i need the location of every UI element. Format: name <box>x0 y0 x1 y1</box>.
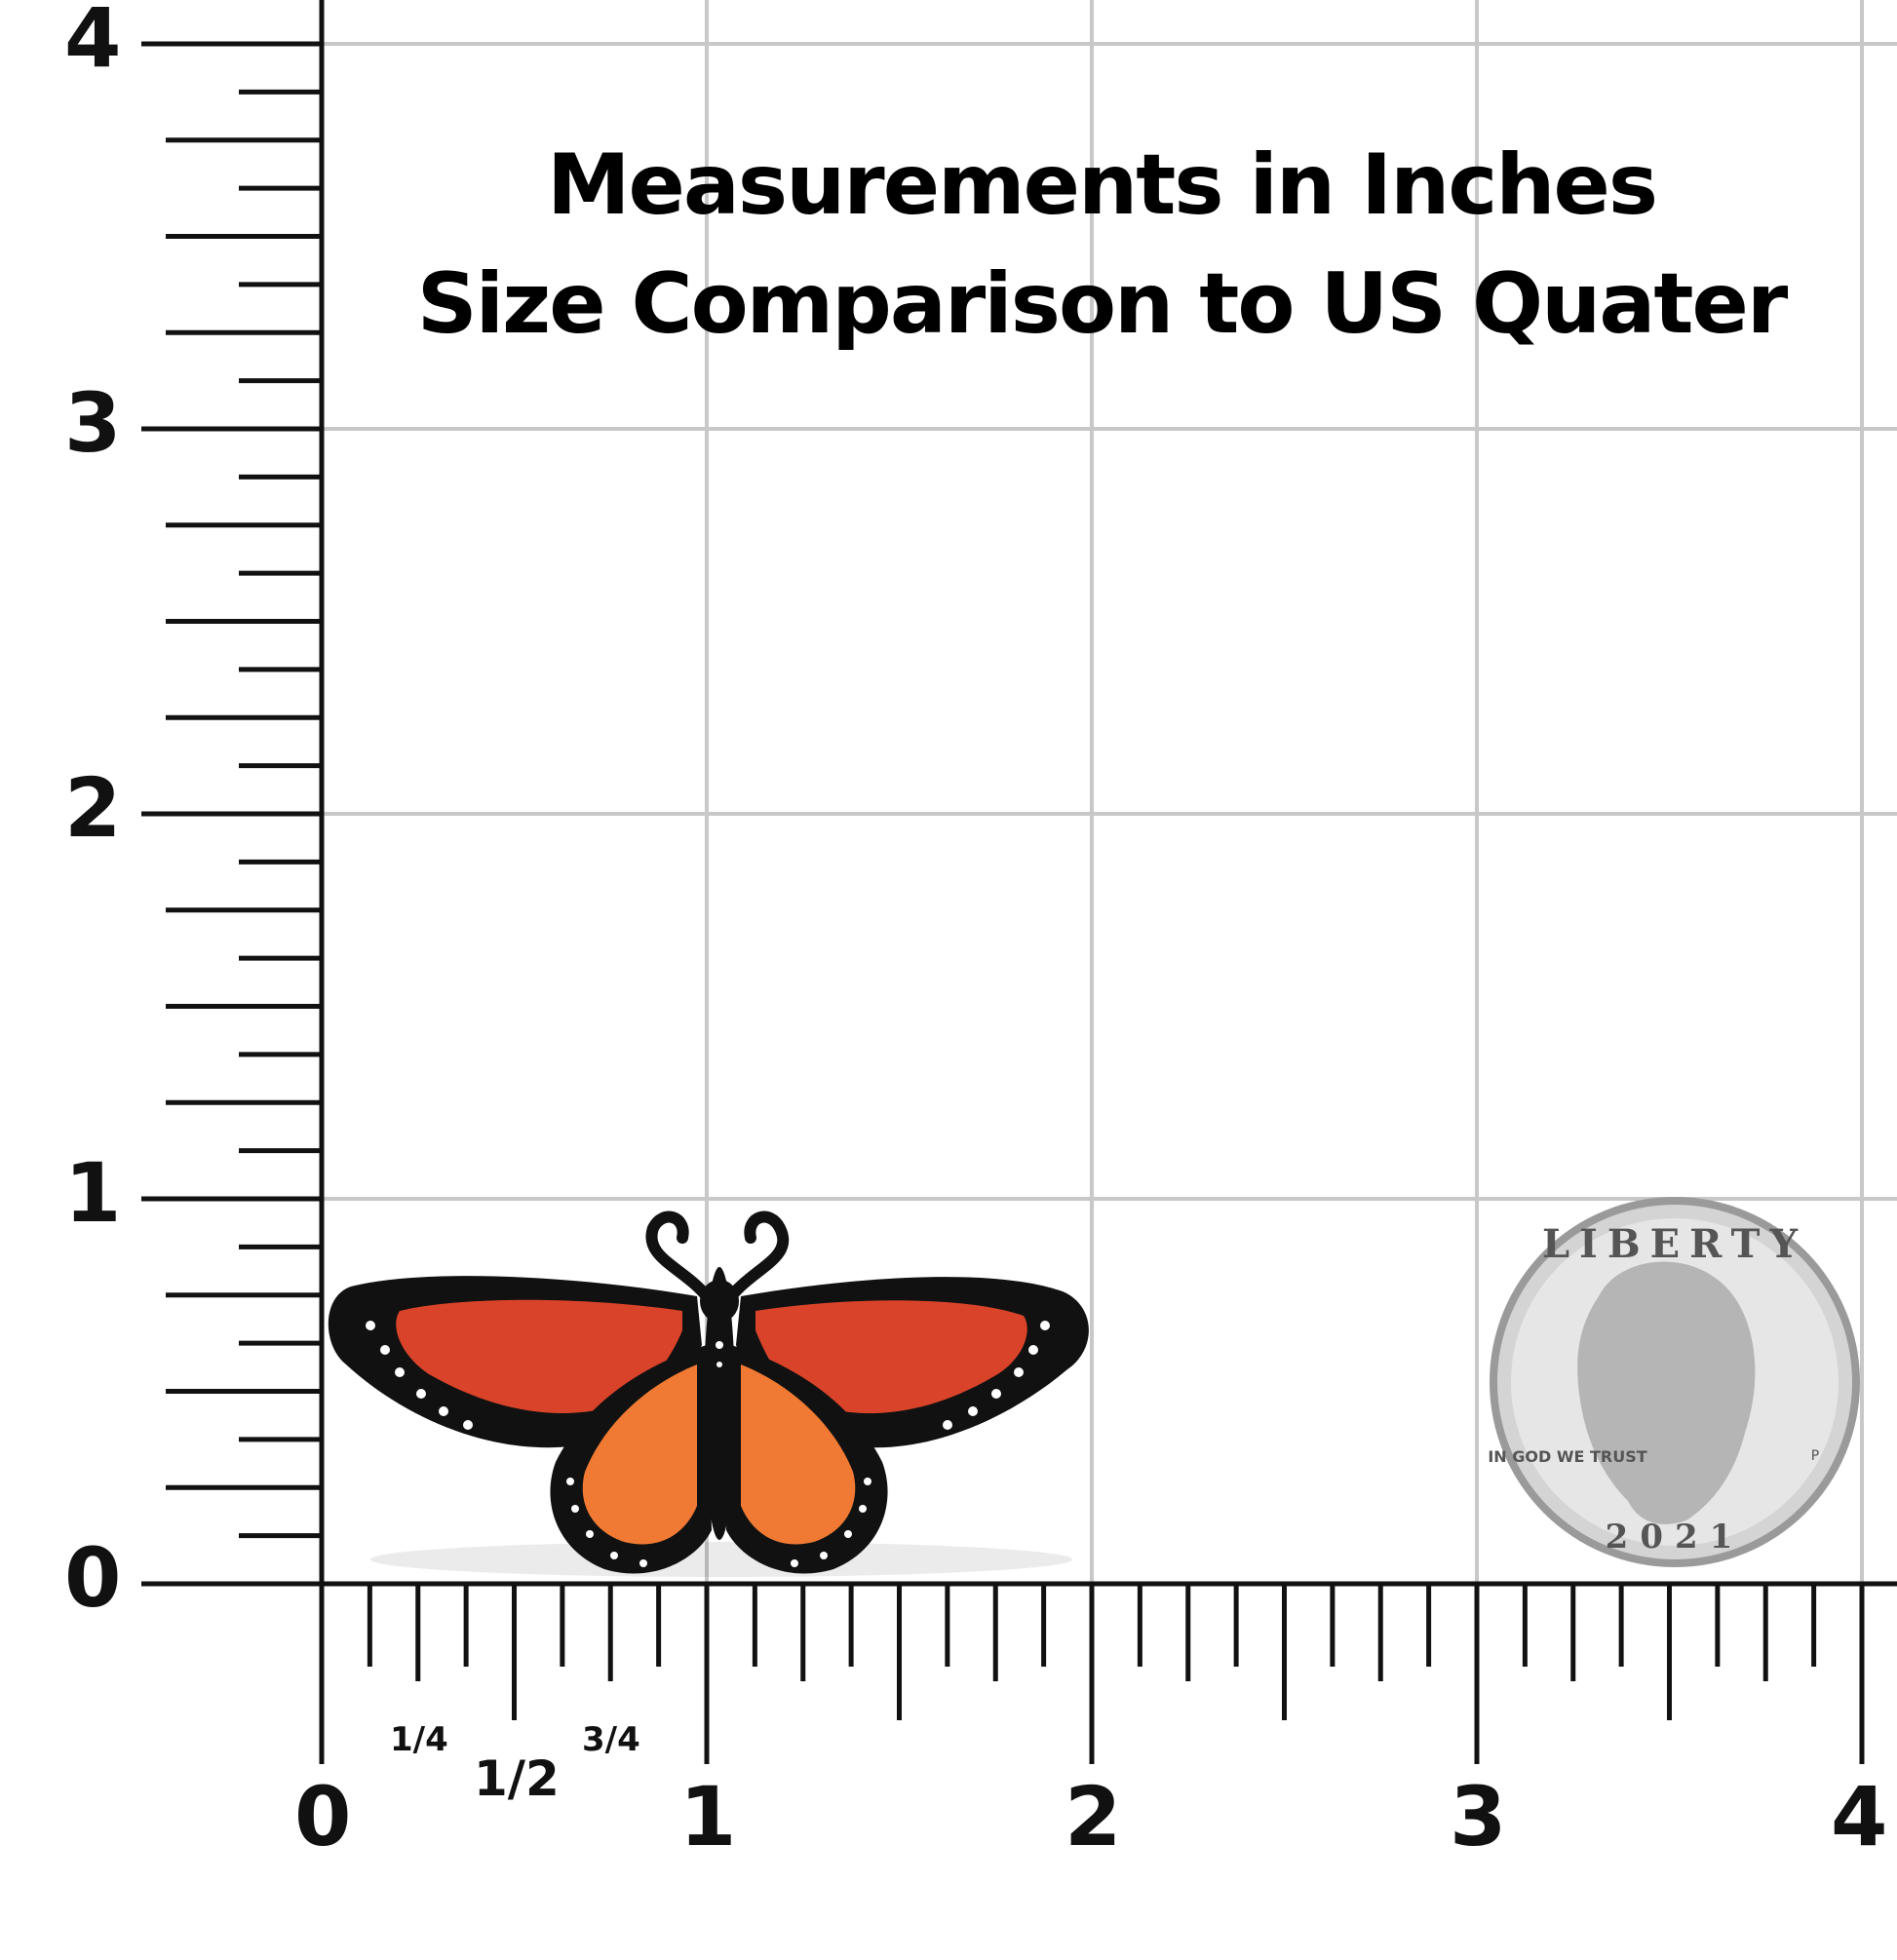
x-axis-label: 0 <box>294 1769 352 1864</box>
grid-lines <box>141 0 1897 1764</box>
y-axis-label: 4 <box>64 0 122 86</box>
coin-year: 2021 <box>1606 1518 1745 1556</box>
fraction-label: 1/2 <box>474 1750 560 1807</box>
chart-title-line-1: Measurements in Inches <box>546 136 1658 234</box>
x-axis-label: 3 <box>1450 1769 1507 1864</box>
chart-title-line-2: Size Comparison to US Quater <box>416 255 1789 353</box>
coin-motto: IN GOD WE TRUST <box>1488 1447 1646 1466</box>
x-axis-label: 2 <box>1065 1769 1122 1864</box>
x-axis-label: 1 <box>679 1769 737 1864</box>
y-axis-label: 1 <box>64 1145 122 1241</box>
us-quarter: LIBERTY IN GOD WE TRUST 2021 P <box>1488 1197 1860 1567</box>
y-axis-label: 3 <box>64 375 122 471</box>
y-axis-label: 0 <box>64 1530 122 1626</box>
coin-legend: LIBERTY <box>1542 1221 1807 1267</box>
x-axis-ticks <box>319 1584 1865 1764</box>
x-axis-label: 4 <box>1831 1769 1888 1864</box>
fraction-label: 3/4 <box>582 1720 640 1759</box>
y-axis-label: 2 <box>64 760 122 856</box>
monarch-butterfly-pin <box>328 1211 1089 1577</box>
fraction-label: 1/4 <box>390 1720 448 1759</box>
y-axis-ticks <box>141 41 322 1587</box>
coin-mint-mark: P <box>1811 1448 1819 1464</box>
